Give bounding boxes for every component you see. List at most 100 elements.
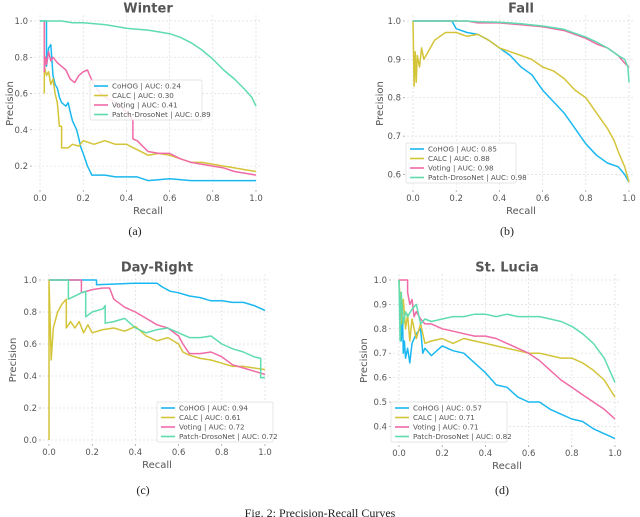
x-tick-label: 1.0 [249,194,263,204]
x-tick-label: 0.6 [163,194,177,204]
x-tick-label: 0.0 [392,449,406,459]
x-tick-label: 1.0 [622,194,636,204]
x-tick-label: 0.6 [536,194,550,204]
x-tick-label: 0.0 [406,194,420,204]
y-tick-label: 0.8 [14,53,28,63]
y-axis-label: Precision [375,81,386,126]
series-line-patch-drosonet [49,279,265,379]
legend-entry-calc: CALC | AUC: 0.71 [413,413,475,422]
panel-label-c: (c) [136,483,149,497]
x-tick-label: 0.4 [129,448,143,458]
legend-entry-voting: Voting | AUC: 0.72 [179,423,245,432]
x-tick-label: 0.6 [172,448,186,458]
series-line-patch-drosonet [40,20,257,107]
legend-entry-calc: CALC | AUC: 0.88 [428,154,490,163]
legend-entry-cohog: CoHOG | AUC: 0.85 [428,145,497,154]
x-tick-label: 0.6 [522,449,536,459]
y-tick-label: 0.8 [23,308,37,318]
legend-entry-cohog: CoHOG | AUC: 0.24 [112,82,181,91]
x-tick-label: 0.2 [449,194,463,204]
y-axis-label: Precision [8,338,19,383]
series-line-voting [413,20,630,68]
chart-title: Day-Right [121,261,193,276]
x-tick-label: 0.0 [42,448,56,458]
legend-entry-patch-drosonet: Patch-DrosoNet | AUC: 0.72 [179,432,278,441]
x-tick-label: 0.2 [85,448,99,458]
figure-caption: Fig. 2: Precision-Recall Curves [245,506,396,517]
legend-box [405,142,517,184]
y-tick-label: 0.6 [14,90,28,100]
x-axis-label: Recall [133,206,163,217]
panel-label-d: (d) [495,483,509,497]
series-line-cohog [49,279,266,312]
x-tick-label: 0.4 [493,194,507,204]
x-axis-label: Recall [142,460,172,471]
legend-entry-patch-drosonet: Patch-DrosoNet | AUC: 0.89 [112,110,211,119]
legend-entry-patch-drosonet: Patch-DrosoNet | AUC: 0.98 [428,173,527,182]
legend-box [89,79,203,121]
x-tick-label: 0.2 [435,449,449,459]
series-line-calc [43,65,257,173]
x-tick-label: 0.4 [479,449,493,459]
series-line-calc [398,279,616,398]
legend-entry-voting: Voting | AUC: 0.41 [112,101,178,110]
chart-st-lucia: St. Lucia 0.0 0.2 0.4 0.6 0.8 1.0 1.0 0.9 0.8 0.7 0… [359,261,622,473]
x-tick-label: 0.8 [565,449,579,459]
y-axis-label: Precision [359,338,370,383]
legend-box [156,401,274,443]
y-tick-label: 1.0 [23,276,37,286]
y-tick-label: 0.7 [387,132,401,142]
legend-entry-cohog: CoHOG | AUC: 0.94 [179,404,248,413]
y-tick-label: 0.5 [373,398,387,408]
y-tick-label: 0.4 [14,126,28,136]
series-line-cohog [40,20,256,182]
y-tick-label: 0.7 [373,349,387,359]
x-tick-label: 1.0 [608,449,622,459]
y-tick-label: 0.2 [23,404,37,414]
y-tick-label: 1.0 [387,17,401,27]
legend-entry-calc: CALC | AUC: 0.61 [179,413,241,422]
y-tick-label: 0.8 [373,325,387,335]
x-tick-label: 0.4 [120,194,134,204]
series-line-voting [49,279,266,376]
y-tick-label: 0.6 [23,340,37,350]
y-tick-label: 1.0 [14,17,28,27]
panel-label-a: (a) [128,224,141,238]
y-tick-label: 0.4 [373,422,387,432]
y-tick-label: 0.6 [373,374,387,384]
y-tick-label: 1.0 [373,276,387,286]
chart-winter: Winter 0.0 0.2 0.4 0.6 0.8 1.0 1.0 0.8 0.6 0.4 0.2 R… [5,2,263,218]
x-tick-label: 0.8 [206,194,220,204]
chart-title: Winter [123,2,173,17]
series-line-patch-drosonet [398,279,616,383]
series-line-patch-drosonet [413,20,630,83]
series-line-calc [412,20,630,183]
y-tick-label: 0.8 [387,94,401,104]
y-axis-label: Precision [5,81,16,126]
x-axis-label: Recall [506,206,536,217]
series-line-cohog [398,279,616,440]
legend-entry-patch-drosonet: Patch-DrosoNet | AUC: 0.82 [413,432,512,441]
y-tick-label: 0.0 [23,436,37,446]
series-line-voting [399,279,616,420]
x-tick-label: 0.8 [579,194,593,204]
y-tick-label: 0.6 [387,170,401,180]
y-tick-label: 0.9 [387,55,401,65]
series-line-calc [48,279,266,440]
y-tick-label: 0.2 [14,162,28,172]
chart-title: St. Lucia [475,261,539,276]
legend-entry-cohog: CoHOG | AUC: 0.57 [413,404,482,413]
y-tick-label: 0.4 [23,372,37,382]
y-tick-label: 0.9 [373,300,387,310]
x-axis-label: Recall [492,461,522,472]
x-tick-label: 0.8 [215,448,229,458]
x-tick-label: 0.0 [33,194,47,204]
panel-label-b: (b) [500,224,514,238]
chart-day-right: Day-Right 0.0 0.2 0.4 0.6 0.8 1.0 1.0 0.8 0.6 0.4 0… [8,261,278,472]
